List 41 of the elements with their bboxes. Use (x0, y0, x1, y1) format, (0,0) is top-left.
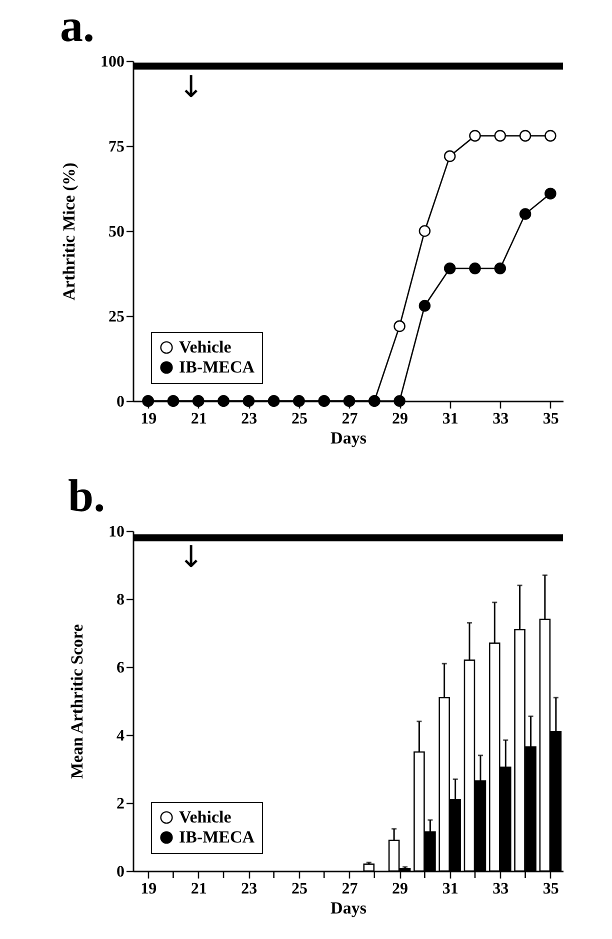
x-tick-label: 27 (342, 410, 358, 428)
x-tick-label: 35 (542, 880, 559, 898)
x-tick-label: 33 (492, 880, 509, 898)
y-tick-label: 100 (100, 54, 124, 70)
annotation: ↓ (178, 70, 204, 105)
x-tick-label: 21 (190, 410, 207, 428)
annotation: ↓ (178, 540, 204, 575)
x-tick-label: 29 (392, 410, 408, 428)
x-tick-label: 19 (140, 410, 157, 428)
x-tick-label: 19 (140, 880, 157, 898)
x-tick-label: 31 (442, 880, 458, 898)
y-tick-label: 6 (116, 660, 124, 676)
x-axis-title: Days (330, 428, 367, 448)
chart-title: b. (68, 470, 106, 521)
x-tick-label: 33 (492, 410, 509, 428)
x-tick-label: 25 (291, 410, 308, 428)
x-tick-label: 31 (442, 410, 458, 428)
y-tick-label: 25 (108, 308, 124, 326)
x-tick-label: 23 (241, 880, 258, 898)
x-tick-label: 25 (291, 880, 308, 898)
x-tick-label: 35 (542, 410, 559, 428)
x-tick-label: 23 (241, 410, 258, 428)
x-axis-title: Days (330, 898, 367, 918)
legend-label: IB-MECA (179, 358, 256, 376)
y-tick-label: 50 (108, 224, 124, 240)
y-tick-label: 10 (108, 524, 124, 540)
legend-label: IB-MECA (179, 828, 256, 846)
y-axis-title: Mean Arthritic Score (68, 624, 86, 779)
y-tick-label: 0 (116, 394, 124, 410)
chart-title: a. (60, 0, 94, 51)
y-axis-title: Arthritic Mice (%) (60, 162, 78, 300)
x-tick-label: 27 (342, 880, 358, 898)
y-tick-label: 75 (108, 138, 124, 156)
y-tick-label: 8 (116, 592, 124, 608)
y-tick-label: 0 (116, 864, 124, 880)
legend-label: Vehicle (179, 338, 232, 356)
y-tick-label: 4 (116, 728, 124, 744)
legend-label: Vehicle (179, 808, 232, 826)
y-tick-label: 2 (116, 796, 124, 812)
x-tick-label: 21 (190, 880, 207, 898)
x-tick-label: 29 (392, 880, 408, 898)
